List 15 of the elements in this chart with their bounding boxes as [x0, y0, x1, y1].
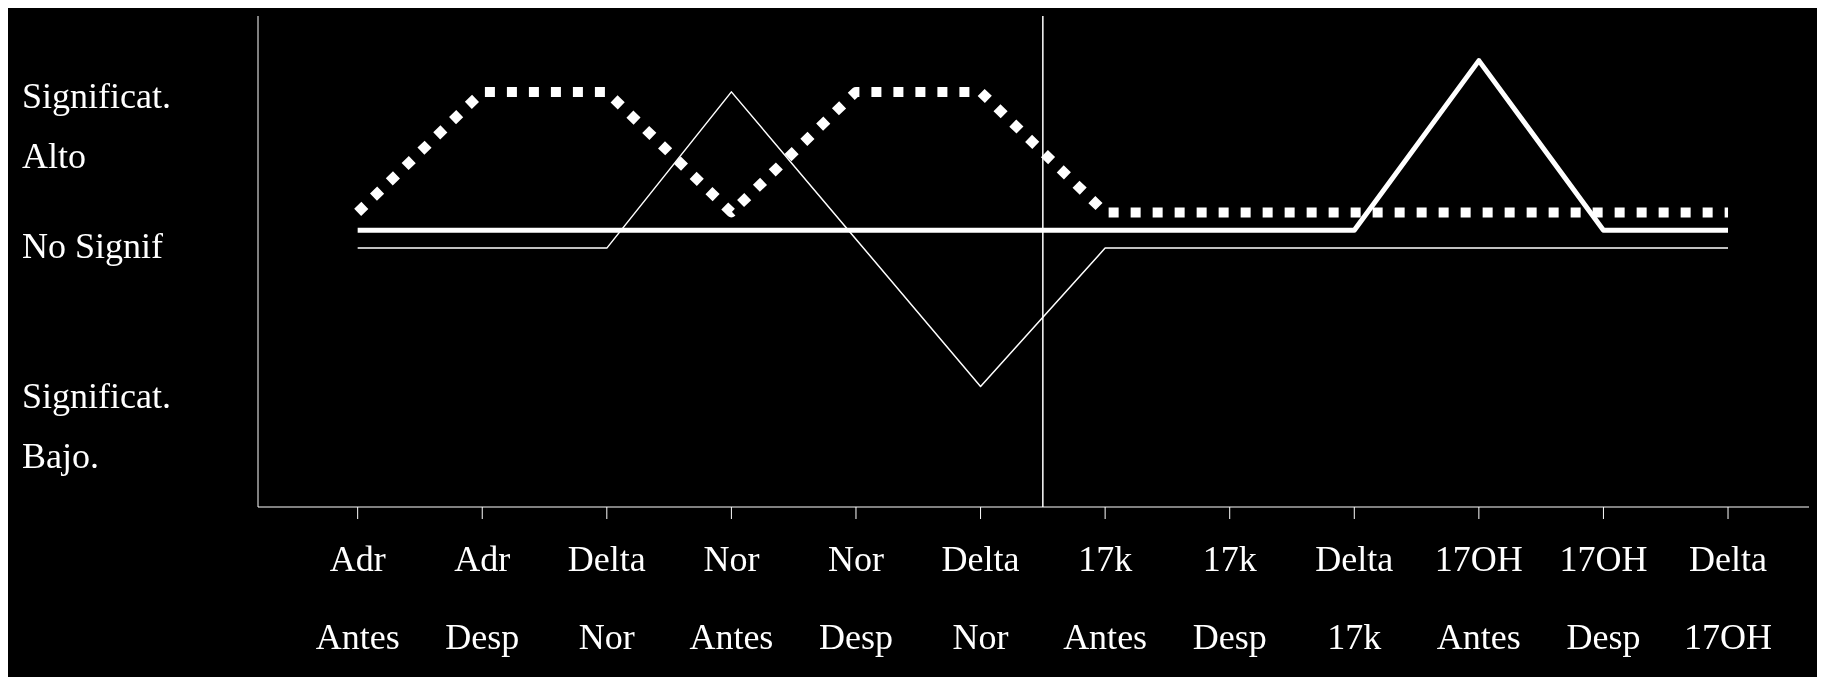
text: No Signif: [22, 225, 164, 268]
text: Significat. Alto: [22, 75, 171, 178]
x-tick-label: Adr Desp: [445, 539, 520, 657]
x-tick-label: Delta 17OH: [1684, 539, 1773, 657]
x-tick-label: Nor Antes: [689, 539, 774, 657]
x-tick-label: 17k Antes: [1063, 539, 1148, 657]
x-tick-label: Delta Nor: [567, 539, 646, 657]
x-tick-label: Delta Nor: [941, 539, 1020, 657]
x-tick-label: Delta 17k: [1315, 539, 1394, 657]
x-tick-label: Nor Desp: [818, 539, 893, 657]
text: Significat. Bajo.: [22, 375, 171, 478]
x-tick-label: Adr Antes: [315, 539, 400, 657]
x-tick-label: 17OH Desp: [1559, 539, 1648, 657]
x-tick-label: 17OH Antes: [1434, 539, 1523, 657]
x-tick-label: 17k Desp: [1192, 539, 1267, 657]
